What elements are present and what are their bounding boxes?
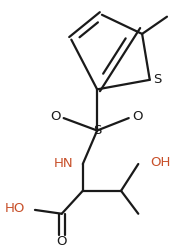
Text: S: S	[93, 124, 101, 137]
Text: O: O	[132, 110, 143, 123]
Text: O: O	[50, 110, 60, 123]
Text: OH: OH	[150, 156, 170, 169]
Text: HN: HN	[54, 157, 73, 170]
Text: S: S	[153, 73, 162, 86]
Text: O: O	[56, 235, 67, 248]
Text: HO: HO	[5, 202, 25, 215]
